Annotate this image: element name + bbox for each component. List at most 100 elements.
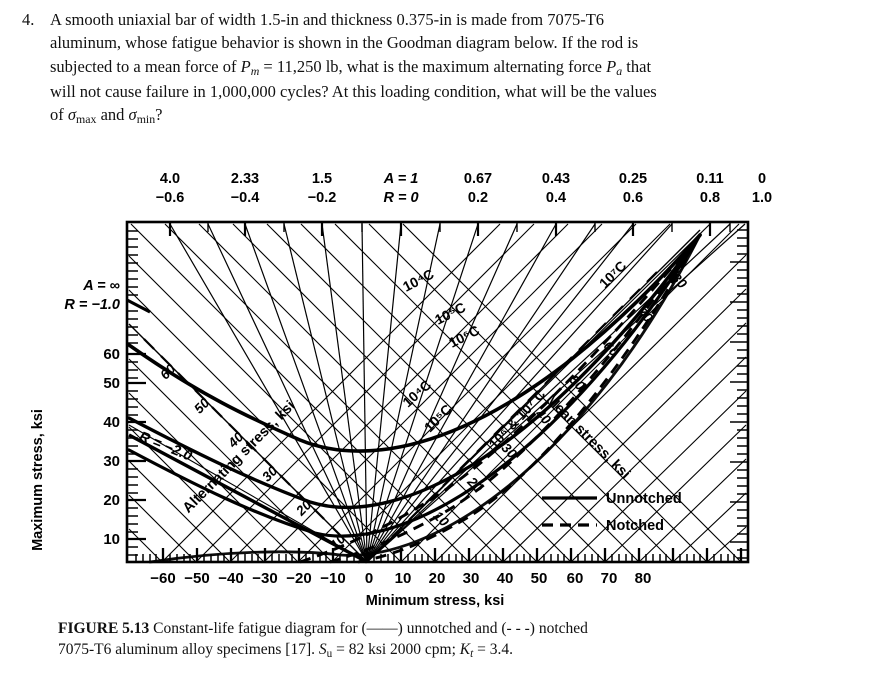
left-axis: Maximum stress, ksi 10 20 30 40 50 60 — [30, 230, 146, 556]
problem-line-1: A smooth uniaxial bar of width 1.5-in an… — [50, 10, 605, 29]
top-axis-A-3: A = 1 — [383, 171, 419, 187]
top-axis-R-8: 1.0 — [752, 190, 772, 206]
chart-legend: Unnotched Notched — [542, 491, 682, 534]
symbol-sigma-max-subscript: max — [76, 112, 97, 127]
bottom-tick-label--30: −30 — [252, 570, 277, 587]
top-axis-ticks — [168, 222, 731, 236]
problem-line-3-part-b: = 11,250 lb, what is the maximum alterna… — [259, 56, 607, 76]
bottom-tick-label--10: −10 — [320, 570, 345, 587]
left-tick-label-40: 40 — [103, 414, 120, 431]
top-axis-R-0: −0.6 — [156, 190, 185, 206]
label-A-infinity: A = ∞ — [82, 278, 120, 294]
top-axis-A-6: 0.25 — [619, 171, 647, 187]
problem-line-5-part-c: ? — [155, 105, 163, 125]
bottom-tick-label-0: 0 — [365, 570, 373, 587]
legend-label-unnotched: Unnotched — [606, 491, 682, 507]
curve-10e5C-notched — [329, 234, 702, 564]
bottom-axis-tick-labels: −60 −50 −40 −30 −20 −10 0 10 20 30 40 50… — [150, 570, 651, 587]
caption-line-2: 7075-T6 aluminum alloy specimens [17]. S… — [58, 639, 858, 662]
caption-text-d: = 3.4. — [473, 641, 513, 659]
left-tick-label-20: 20 — [103, 492, 120, 509]
mean-axis-ticks — [391, 271, 658, 538]
problem-line-5-part-a: of — [50, 105, 68, 125]
symbol-kt: K — [459, 641, 471, 659]
problem-line-3-part-a: subjected to a mean force of — [50, 56, 241, 76]
label-R-minus-1: R = −1.0 — [64, 297, 120, 313]
top-axis-A-4: 0.67 — [464, 171, 492, 187]
bottom-tick-label--50: −50 — [184, 570, 209, 587]
symbol-pm-subscript: m — [250, 63, 260, 78]
bottom-tick-label--60: −60 — [150, 570, 175, 587]
left-tick-label-50: 50 — [103, 375, 120, 392]
right-axis-ticks — [730, 229, 748, 559]
symbol-pm: P — [240, 56, 251, 76]
bottom-axis: −60 −50 −40 −30 −20 −10 0 10 20 30 40 50… — [135, 548, 743, 609]
bottom-axis-title: Minimum stress, ksi — [366, 593, 505, 609]
symbol-pa: P — [606, 56, 617, 76]
symbol-pa-subscript: a — [616, 63, 623, 78]
left-axis-ticks — [127, 230, 146, 556]
notched-curves — [299, 234, 702, 564]
bottom-axis-ticks — [135, 548, 743, 562]
bottom-axis-minor-ticks — [135, 548, 743, 562]
figure-label: FIGURE 5.13 — [58, 620, 150, 637]
symbol-su-subscript: u — [326, 648, 333, 661]
caption-text-b: 7075-T6 aluminum alloy specimens [17]. — [58, 641, 319, 659]
left-axis-title: Maximum stress, ksi — [30, 409, 46, 551]
left-axis-minor-ticks — [127, 230, 138, 556]
bottom-tick-label--20: −20 — [286, 570, 311, 587]
figure-caption: FIGURE 5.13 Constant-life fatigue diagra… — [58, 618, 858, 663]
goodman-diagram-figure: 4.0 −0.6 2.33 −0.4 1.5 −0.2 A = 1 R = 0 … — [0, 150, 873, 620]
problem-number: 4. — [22, 10, 35, 29]
top-axis-A-1: 2.33 — [231, 171, 259, 187]
left-tick-label-60: 60 — [103, 346, 120, 363]
top-axis-A-5: 0.43 — [542, 171, 570, 187]
symbol-kt-subscript: t — [470, 648, 474, 661]
top-axis-A-7: 0.11 — [696, 171, 723, 187]
left-tick-label-10: 10 — [103, 531, 120, 548]
left-tick-label-30: 30 — [103, 453, 120, 470]
caption-line-1: FIGURE 5.13 Constant-life fatigue diagra… — [58, 618, 858, 639]
legend-label-notched: Notched — [606, 518, 664, 534]
curve-10e6C-unnotched — [127, 233, 702, 538]
left-axis-tick-labels: 10 20 30 40 50 60 — [103, 346, 120, 548]
top-axis-labels: 4.0 −0.6 2.33 −0.4 1.5 −0.2 A = 1 R = 0 … — [156, 171, 772, 206]
problem-line-5-part-b: and — [96, 105, 129, 125]
bottom-tick-label-30: 30 — [463, 570, 480, 587]
symbol-su: S — [318, 641, 327, 659]
top-axis-R-5: 0.4 — [546, 190, 566, 206]
problem-line-4: will not cause failure in 1,000,000 cycl… — [50, 81, 657, 101]
bottom-tick-label-20: 20 — [429, 570, 446, 587]
symbol-sigma-min-subscript: min — [136, 112, 156, 127]
bottom-tick-label-10: 10 — [395, 570, 412, 587]
top-axis-R-7: 0.8 — [700, 190, 720, 206]
top-axis-A-8: 0 — [758, 171, 766, 187]
top-axis-R-3: R = 0 — [383, 190, 418, 206]
curve-10e6-10e7C-notched — [357, 234, 702, 564]
bottom-tick-label-50: 50 — [531, 570, 548, 587]
alternating-axis-ticks — [143, 338, 343, 538]
bottom-tick-label-70: 70 — [601, 570, 618, 587]
curve-10e4C-notched — [299, 234, 702, 564]
top-axis-A-0: 4.0 — [160, 171, 180, 187]
top-axis-A-2: 1.5 — [312, 171, 332, 187]
problem-body: A smooth uniaxial bar of width 1.5-in an… — [50, 8, 852, 128]
constant-life-fatigue-chart: 4.0 −0.6 2.33 −0.4 1.5 −0.2 A = 1 R = 0 … — [30, 171, 772, 609]
top-axis-R-4: 0.2 — [468, 190, 488, 206]
curve-10e5C-unnotched — [127, 233, 702, 510]
bottom-tick-label-60: 60 — [567, 570, 584, 587]
caption-text-c: = 82 ksi 2000 cpm; — [332, 641, 460, 659]
problem-line-2: aluminum, whose fatigue behavior is show… — [50, 33, 639, 53]
problem-statement: 4. A smooth uniaxial bar of width 1.5-in… — [22, 8, 852, 128]
symbol-sigma-max: σ — [67, 105, 77, 125]
bottom-tick-label-40: 40 — [497, 570, 514, 587]
symbol-sigma-min: σ — [128, 105, 137, 125]
top-axis-R-2: −0.2 — [308, 190, 337, 206]
problem-line-3-part-c: that — [622, 56, 652, 76]
top-axis-R-1: −0.4 — [231, 190, 260, 206]
caption-text-a: Constant-life fatigue diagram for (——) u… — [153, 620, 588, 637]
line-R-minus-1-marker — [126, 298, 151, 314]
top-axis-R-6: 0.6 — [623, 190, 643, 206]
curve-10e7C-unnotched — [148, 233, 702, 564]
bottom-tick-label--40: −40 — [218, 570, 243, 587]
